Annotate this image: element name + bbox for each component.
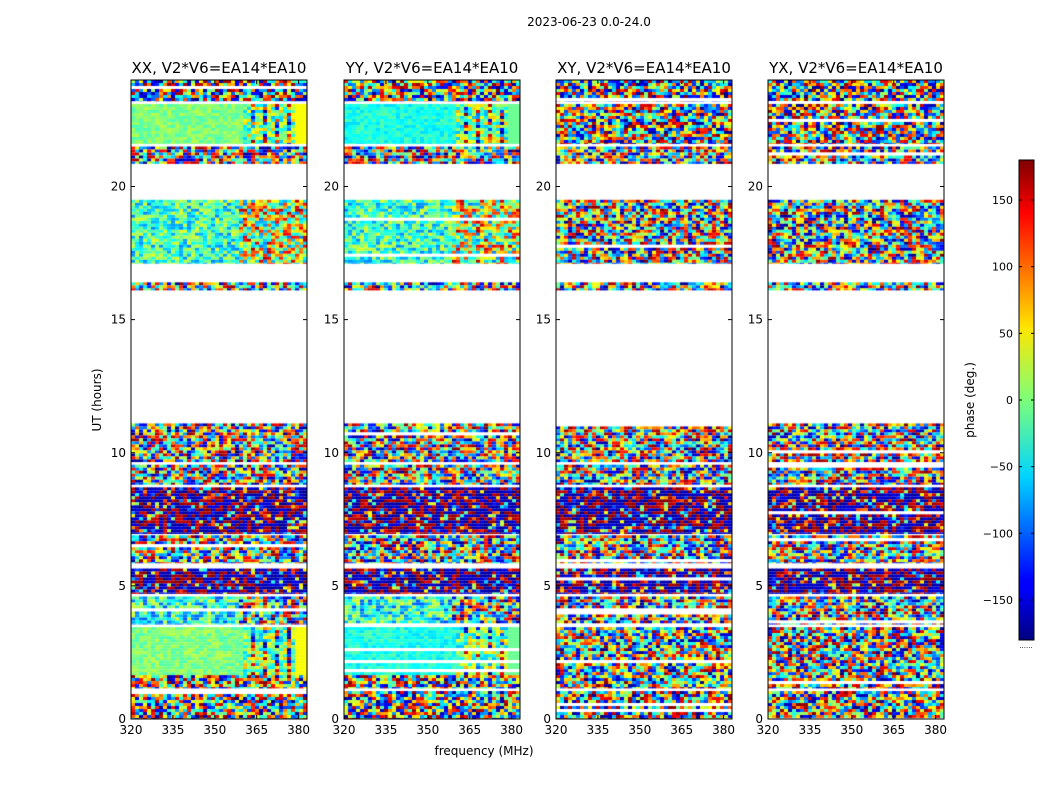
axes-frame [343,79,521,720]
x-tick-label: 335 [798,723,821,737]
axes-frame [767,79,945,720]
figure-suptitle: 2023-06-23 0.0-24.0 [527,15,651,29]
y-tick-label: 0 [331,712,339,726]
y-tick-label: 15 [748,313,763,327]
colorbar-tick-label: −100 [983,527,1013,540]
y-tick-label: 15 [536,313,551,327]
y-tick-label: 10 [748,446,763,460]
colorbar-label: phase (deg.) [963,362,977,438]
y-tick-label: 15 [111,313,126,327]
colorbar-tick-label: 100 [992,261,1013,274]
x-axis-label: frequency (MHz) [434,744,533,758]
x-tick-label: 320 [757,723,780,737]
panel-title-yy: YY, V2*V6=EA14*EA10 [345,59,519,77]
phase-heatmap-xx [131,80,307,719]
colorbar-footer: ...... [1019,642,1032,650]
x-tick-label: 335 [374,723,397,737]
x-tick-label: 335 [161,723,184,737]
colorbar-tick-label: 0 [1006,394,1013,407]
y-tick-label: 15 [324,313,339,327]
y-axis-label: UT (hours) [90,368,104,431]
x-tick-label: 365 [670,723,693,737]
y-tick-label: 20 [111,180,126,194]
panel-title-xy: XY, V2*V6=EA14*EA10 [557,59,731,77]
x-tick-label: 350 [840,723,863,737]
phase-heatmap-yx [768,80,944,719]
panel-xx: XX, V2*V6=EA14*EA10 320 335 350 365 380 0 5 10 15… [111,59,310,737]
colorbar-tick-label: 150 [992,194,1013,207]
y-tick-label: 10 [111,446,126,460]
x-tick-label: 365 [882,723,905,737]
y-tick-label: 20 [324,180,339,194]
panel-yy: YY, V2*V6=EA14*EA10 320 335 350 365 380 0 5 10 15… [324,59,523,737]
panels-group: XX, V2*V6=EA14*EA10 320 335 350 365 380 0 5 10 15… [111,59,947,737]
y-tick-label: 0 [543,712,551,726]
colorbar-ticks: 150 100 50 0 −50 −100 −150 [983,194,1034,607]
x-tick-label: 380 [500,723,523,737]
x-tick-label: 380 [287,723,310,737]
x-tick-label: 320 [545,723,568,737]
colorbar-tick-label: 50 [999,327,1013,340]
phase-heatmap-xy [556,80,732,719]
x-tick-label: 320 [333,723,356,737]
y-tick-label: 0 [118,712,126,726]
x-tick-label: 365 [245,723,268,737]
y-tick-label: 20 [536,180,551,194]
x-tick-label: 335 [586,723,609,737]
x-tick-label: 365 [458,723,481,737]
panel-xy: XY, V2*V6=EA14*EA10 320 335 350 365 380 0 5 10 15… [536,59,735,737]
phase-heatmap-yy [344,80,520,719]
axes-frame [555,79,733,720]
y-tick-label: 5 [118,579,126,593]
x-tick-label: 320 [120,723,143,737]
y-tick-label: 10 [324,446,339,460]
y-tick-label: 5 [331,579,339,593]
y-tick-label: 5 [543,579,551,593]
y-tick-label: 10 [536,446,551,460]
axes-frame [130,79,308,720]
x-tick-label: 350 [203,723,226,737]
y-tick-label: 5 [755,579,763,593]
x-tick-label: 350 [628,723,651,737]
y-tick-label: 20 [748,180,763,194]
colorbar: 150 100 50 0 −50 −100 −150 phase (deg.) ...... [963,159,1035,650]
x-tick-label: 380 [924,723,947,737]
panel-title-xx: XX, V2*V6=EA14*EA10 [132,59,307,77]
colorbar-tick-label: −50 [990,461,1013,474]
panel-title-yx: YX, V2*V6=EA14*EA10 [768,59,943,77]
x-tick-label: 350 [416,723,439,737]
panel-yx: YX, V2*V6=EA14*EA10 320 335 350 365 380 0 5 10 15… [748,59,947,737]
x-tick-label: 380 [712,723,735,737]
colorbar-tick-label: −150 [983,594,1013,607]
y-tick-label: 0 [755,712,763,726]
